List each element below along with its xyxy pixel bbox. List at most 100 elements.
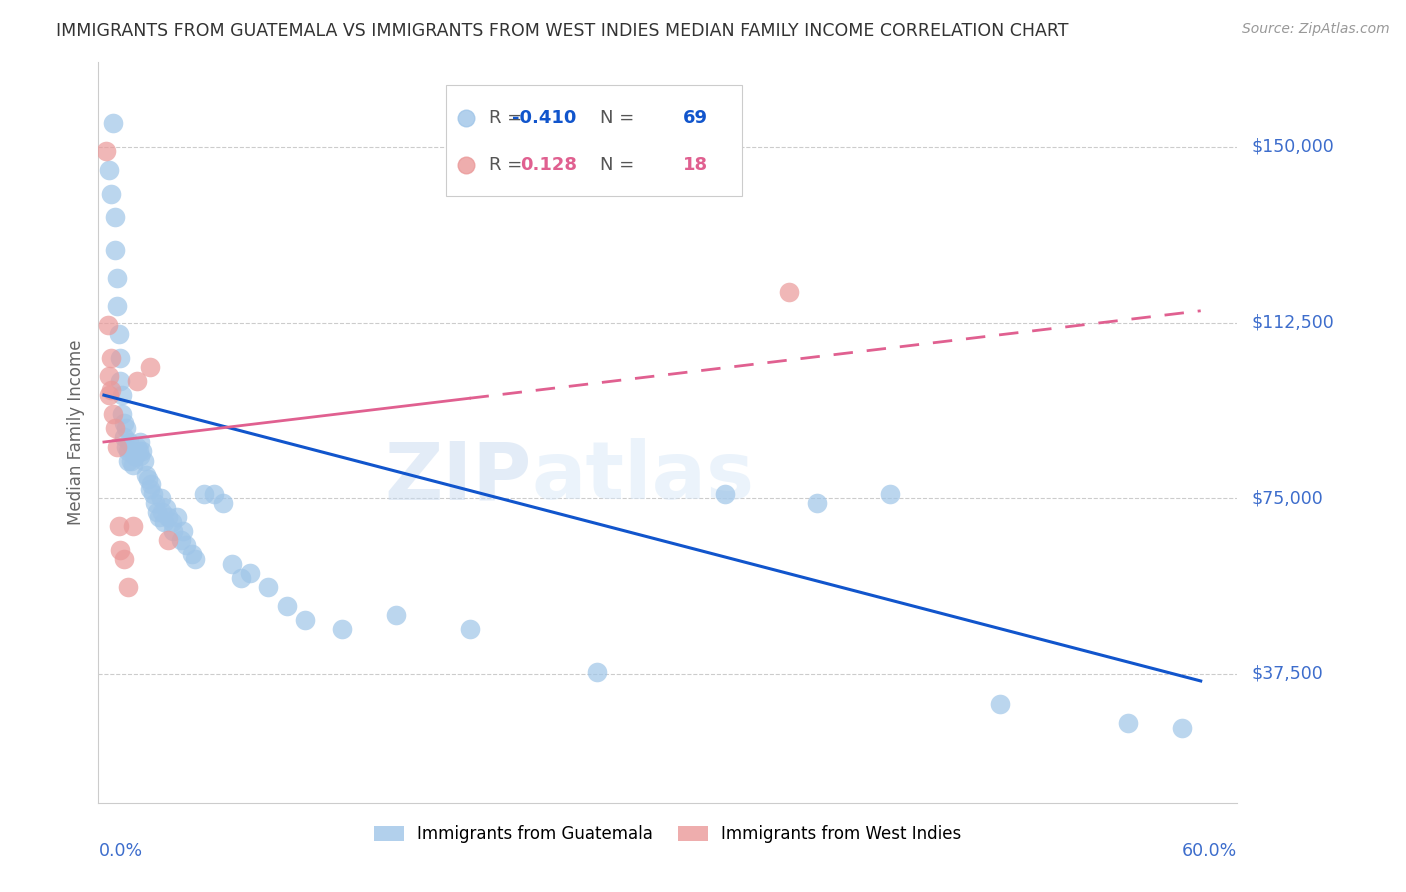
Point xyxy=(105,299,128,313)
Point xyxy=(129,449,152,463)
Text: N =: N = xyxy=(599,109,634,127)
Point xyxy=(155,500,177,515)
Point xyxy=(156,533,179,548)
Point xyxy=(100,186,122,201)
Point xyxy=(98,388,121,402)
Point xyxy=(105,271,128,285)
Point xyxy=(125,440,148,454)
Point xyxy=(128,444,150,458)
Point xyxy=(118,435,141,450)
Point xyxy=(202,486,225,500)
Text: 69: 69 xyxy=(683,109,707,127)
Point xyxy=(101,116,124,130)
FancyBboxPatch shape xyxy=(446,85,742,195)
Point xyxy=(117,444,139,458)
Point xyxy=(110,374,132,388)
Point xyxy=(100,384,122,398)
Point xyxy=(111,407,134,421)
Text: $75,000: $75,000 xyxy=(1251,489,1323,508)
Point xyxy=(148,510,170,524)
Point xyxy=(125,374,148,388)
Point xyxy=(110,351,132,365)
Point xyxy=(117,454,139,468)
Point xyxy=(229,571,252,585)
Point xyxy=(104,210,127,224)
Point xyxy=(778,285,800,299)
Point xyxy=(122,458,145,473)
Point xyxy=(111,388,134,402)
Point xyxy=(105,440,128,454)
Text: R =: R = xyxy=(489,109,522,127)
Point xyxy=(806,496,828,510)
Point xyxy=(120,454,142,468)
Text: 0.128: 0.128 xyxy=(520,155,576,174)
Point xyxy=(135,467,157,482)
Point xyxy=(131,444,153,458)
Point xyxy=(100,351,122,365)
Point xyxy=(104,243,127,257)
Point xyxy=(146,505,169,519)
Point xyxy=(714,486,737,500)
Text: $112,500: $112,500 xyxy=(1251,313,1334,332)
Point xyxy=(112,552,135,566)
Point xyxy=(180,548,202,562)
Text: Source: ZipAtlas.com: Source: ZipAtlas.com xyxy=(1241,22,1389,37)
Point xyxy=(98,163,121,178)
Point xyxy=(239,566,262,581)
Point xyxy=(112,430,135,444)
Point xyxy=(156,510,179,524)
Point xyxy=(149,491,172,506)
Point xyxy=(124,449,146,463)
Point xyxy=(138,359,160,374)
Point xyxy=(101,407,124,421)
Point xyxy=(98,369,121,384)
Point xyxy=(294,613,316,627)
Text: $150,000: $150,000 xyxy=(1251,137,1334,156)
Text: N =: N = xyxy=(599,155,634,174)
Point xyxy=(141,477,163,491)
Point xyxy=(153,515,176,529)
Point xyxy=(211,496,233,510)
Point xyxy=(193,486,215,500)
Point xyxy=(257,580,280,594)
Point xyxy=(115,440,138,454)
Point xyxy=(988,698,1011,712)
Point xyxy=(170,533,193,548)
Point xyxy=(143,496,166,510)
Text: $37,500: $37,500 xyxy=(1251,665,1323,683)
Point xyxy=(129,435,152,450)
Point xyxy=(122,519,145,533)
Text: 18: 18 xyxy=(682,155,707,174)
Point xyxy=(117,580,139,594)
Point xyxy=(276,599,298,613)
Text: 0.0%: 0.0% xyxy=(98,842,142,860)
Point xyxy=(172,524,194,538)
Point xyxy=(330,623,353,637)
Point xyxy=(104,421,127,435)
Point xyxy=(184,552,207,566)
Point xyxy=(162,524,184,538)
Point xyxy=(152,505,174,519)
Point xyxy=(174,538,197,552)
Point xyxy=(586,665,609,679)
Point xyxy=(112,416,135,430)
Point xyxy=(1171,721,1194,735)
Point xyxy=(166,510,188,524)
Text: 60.0%: 60.0% xyxy=(1182,842,1237,860)
Point xyxy=(1116,716,1139,731)
Legend: Immigrants from Guatemala, Immigrants from West Indies: Immigrants from Guatemala, Immigrants fr… xyxy=(367,819,969,850)
Point xyxy=(142,486,165,500)
Text: R =: R = xyxy=(489,155,522,174)
Point xyxy=(110,542,132,557)
Point xyxy=(221,557,243,571)
Point xyxy=(94,145,117,159)
Text: IMMIGRANTS FROM GUATEMALA VS IMMIGRANTS FROM WEST INDIES MEDIAN FAMILY INCOME CO: IMMIGRANTS FROM GUATEMALA VS IMMIGRANTS … xyxy=(56,22,1069,40)
Point xyxy=(97,318,120,332)
Point xyxy=(160,515,183,529)
Text: atlas: atlas xyxy=(531,438,754,516)
Point xyxy=(115,421,138,435)
Point xyxy=(122,444,145,458)
Point xyxy=(138,482,160,496)
Point xyxy=(879,486,901,500)
Y-axis label: Median Family Income: Median Family Income xyxy=(66,340,84,525)
